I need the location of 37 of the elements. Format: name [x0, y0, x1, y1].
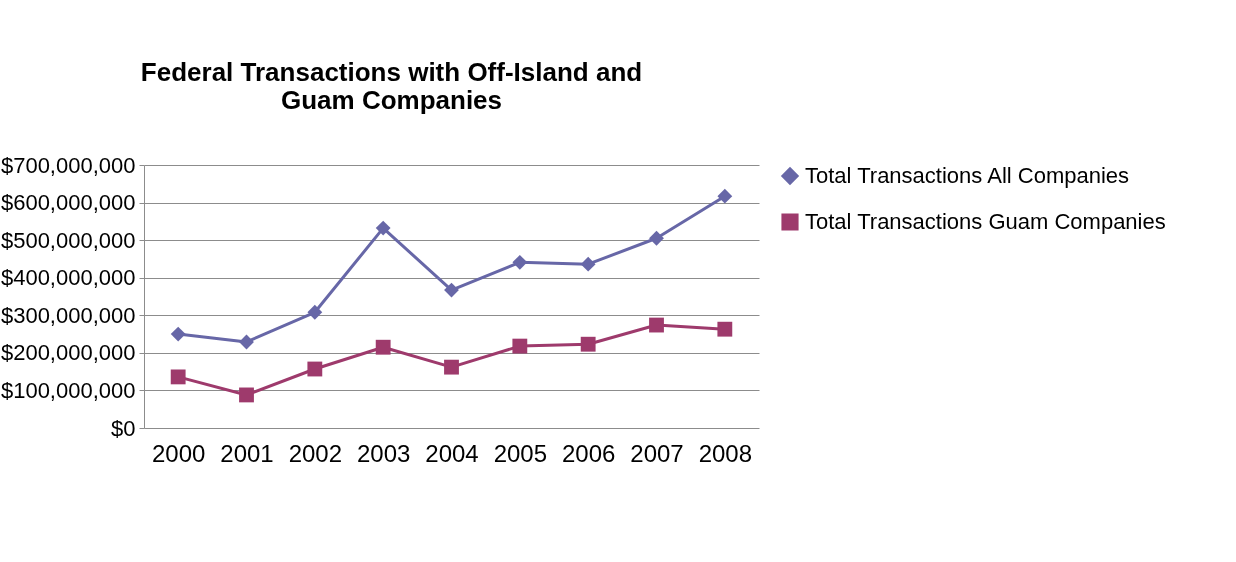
point	[649, 317, 664, 333]
y-tick-label: $100,000,000	[0, 377, 136, 403]
y-tick-label: $400,000,000	[0, 265, 136, 291]
x-tick-label: 2001	[220, 439, 274, 467]
x-tick-label: 2005	[493, 439, 548, 467]
point	[307, 361, 323, 377]
point	[444, 282, 459, 298]
point	[239, 387, 254, 403]
x-tick-label: 2008	[698, 439, 753, 467]
chart-title: Federal Transactions with Off-Island and Guam Companies	[140, 57, 643, 115]
legend-label: Total Transactions All Companies	[805, 163, 1130, 188]
point	[170, 326, 186, 342]
point	[444, 359, 459, 375]
x-tick-label: 2004	[425, 439, 479, 467]
x-tick-label: 2006	[561, 439, 616, 467]
y-tick-label: $300,000,000	[0, 302, 136, 328]
x-tick-label: 2003	[356, 439, 411, 467]
y-tick-label: $700,000,000	[0, 152, 136, 178]
point	[580, 336, 596, 352]
x-tick-label: 2000	[151, 439, 206, 467]
point	[375, 339, 391, 355]
y-tick-label: $500,000,000	[0, 227, 136, 253]
y-tick-label: $0	[111, 415, 136, 441]
y-tick-label: $200,000,000	[0, 340, 136, 366]
point	[580, 256, 596, 272]
x-tick-label: 2002	[288, 439, 343, 467]
y-tick-label: $600,000,000	[0, 190, 136, 216]
point	[170, 369, 186, 385]
point	[649, 230, 664, 246]
point	[512, 254, 528, 270]
legend-label: Total Transactions Guam Companies	[805, 209, 1166, 234]
point	[375, 220, 391, 236]
point	[717, 321, 733, 337]
point	[717, 188, 733, 204]
point	[512, 338, 528, 354]
point	[307, 304, 323, 320]
x-tick-label: 2007	[630, 439, 684, 467]
